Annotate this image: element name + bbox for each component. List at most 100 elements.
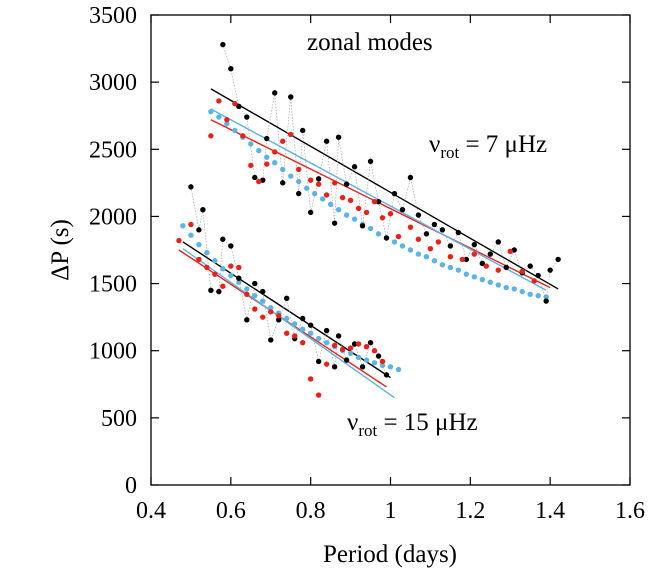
rot15-value: = 15 μHz [377,409,477,436]
series-3-point-65 [355,354,362,361]
series-0-point-41 [535,272,541,279]
series-0-point-12 [307,209,314,216]
series-0-point-0 [220,41,226,48]
series-2-point-32 [495,267,501,273]
series-1-point-21 [343,357,350,363]
series-0-point-14 [323,138,330,144]
series-3-point-28 [431,258,438,264]
series-2-point-44 [244,291,250,298]
series-0-point-13 [315,176,322,182]
series-0-point-17 [343,181,350,187]
series-3-point-66 [363,357,370,363]
series-2-point-35 [531,278,537,284]
y-tick-label-5: 2500 [89,137,137,163]
series-3-point-27 [423,254,430,260]
series-2-point-52 [307,376,314,382]
axis-ticks: 0.4 0.6 0.8 1 1.2 1.4 1.6 0 500 1000 1500 2000 2500 3… [89,3,645,524]
series-0-point-9 [288,94,294,100]
series-2-point-43 [236,264,242,271]
series-3-point-21 [375,231,382,237]
series-2-point-10 [288,131,294,138]
series-3-point-45 [196,241,202,248]
series-3-point-52 [252,292,258,299]
series-0-point-35 [487,251,493,257]
series-2-point-2 [224,117,230,123]
series-3-point-20 [367,225,374,232]
series-3-point-13 [311,190,318,197]
series-2-point-31 [483,263,489,269]
series-3-point-47 [212,258,218,264]
y-tick-label-6: 3000 [89,70,137,96]
series-2-point-7 [264,161,270,167]
series-2-point-54 [323,361,330,367]
series-0-point-44 [555,256,561,263]
series-0-point-42 [543,298,549,304]
series-1-point-16 [307,322,314,328]
series-0-point-31 [455,229,462,236]
series-3-point-12 [303,185,310,191]
series-1-point-5 [220,236,226,242]
series-2-point-12 [307,177,314,183]
series-0-point-43 [547,267,553,273]
series-0-point-2 [236,103,242,110]
series-2-point-46 [260,314,266,320]
series-3-point-9 [280,166,286,173]
series-0-point-15 [331,220,338,226]
series-3-point-5 [248,141,254,147]
series-2-point-0 [208,133,214,139]
series-1-point-20 [335,333,342,339]
rot7-symbol: ν [429,131,440,158]
series-2-point-8 [272,149,278,155]
fit-line-1 [210,119,551,289]
series-1-point-13 [284,295,290,302]
series-0-point-27 [423,231,430,237]
series-2-point-40 [212,271,218,277]
series-2-point-33 [507,248,513,255]
series-3-point-58 [299,326,306,332]
series-2-point-34 [519,268,525,275]
series-3-point-67 [371,360,378,366]
annotation-rot-15: νrot = 15 μHz [347,409,478,440]
series-2-point-1 [216,98,222,104]
series-0-connector [222,44,559,302]
fit-line-5 [182,248,395,399]
series-2-point-13 [315,181,322,187]
series-2-point-15 [331,180,338,186]
series-0-point-33 [471,241,478,248]
annotation-zonal-modes: zonal modes [307,29,433,56]
series-3-point-61 [323,339,330,346]
series-2-point-16 [339,194,346,201]
series-2-point-19 [363,209,370,216]
series-3-point-7 [264,154,270,161]
series-2-point-42 [228,263,234,269]
series-1-point-0 [188,184,194,190]
series-2-point-48 [276,313,282,319]
y-axis-label: ΔP (s) [47,219,74,281]
fit-line-3 [182,241,391,379]
series-0-point-32 [463,256,470,263]
series-0-point-8 [280,180,286,186]
rot7-value: = 7 μHz [459,131,547,158]
series-1-point-25 [375,353,382,359]
series-3-point-54 [268,305,274,311]
x-tick-label-2: 0.8 [296,498,326,524]
series-1-point-18 [323,327,330,334]
series-3-point-38 [511,286,517,292]
series-2-point-49 [284,330,290,336]
series-1-point-12 [276,317,282,323]
series-2-point-41 [220,283,226,289]
series-0-point-28 [431,221,438,228]
series-0-point-22 [383,235,390,241]
annotation-rot-7: νrot = 7 μHz [429,131,547,162]
x-tick-label-3: 1 [385,498,397,524]
series-3-point-59 [307,330,314,336]
series-1-point-8 [244,317,250,323]
series-0-point-7 [272,90,278,96]
series-0-point-26 [415,212,422,218]
y-tick-label-3: 1500 [89,272,137,298]
fit-line-0 [210,88,559,290]
series-2-point-3 [232,100,238,107]
series-0-point-16 [335,134,342,140]
series-3-point-57 [292,321,298,327]
